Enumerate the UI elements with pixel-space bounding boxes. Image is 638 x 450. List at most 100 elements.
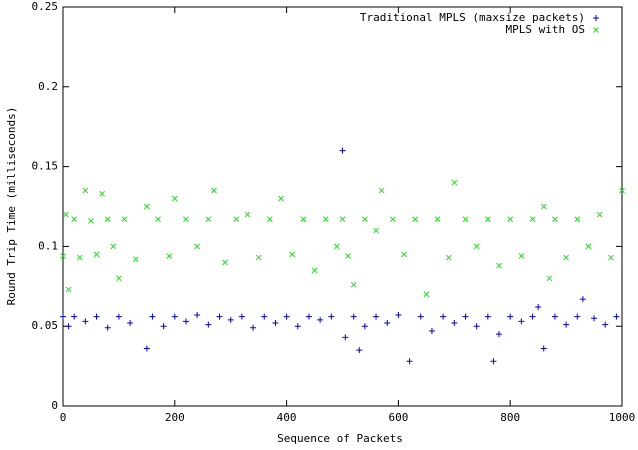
point	[322, 216, 329, 223]
point	[132, 256, 139, 263]
point	[406, 358, 413, 365]
point	[563, 254, 569, 261]
point	[194, 243, 201, 250]
y-axis-label: Round Trip Time (milliseconds)	[5, 107, 18, 306]
point	[82, 318, 89, 325]
point	[244, 211, 251, 218]
point	[60, 313, 66, 320]
point	[182, 318, 189, 325]
point	[412, 216, 419, 223]
point	[339, 216, 346, 223]
point	[602, 321, 609, 328]
point	[535, 304, 542, 311]
point	[518, 318, 525, 325]
point	[350, 281, 357, 288]
point	[99, 190, 105, 197]
point	[428, 327, 435, 334]
point	[328, 313, 335, 320]
point	[205, 321, 212, 328]
point	[378, 187, 385, 194]
point	[300, 216, 307, 223]
point	[65, 286, 72, 293]
legend-label: Traditional MPLS (maxsize packets)	[360, 11, 585, 24]
point	[305, 313, 312, 320]
point	[160, 323, 167, 330]
point	[462, 216, 469, 223]
point	[462, 313, 469, 320]
point	[473, 243, 480, 250]
point	[149, 313, 156, 320]
point	[60, 253, 66, 259]
point	[311, 267, 318, 274]
point	[183, 216, 189, 223]
point	[389, 216, 396, 223]
point	[440, 313, 447, 320]
x-tick-label: 600	[388, 411, 408, 424]
point	[401, 251, 407, 258]
point	[518, 253, 525, 259]
point	[529, 216, 536, 223]
point	[205, 216, 212, 223]
point	[373, 313, 380, 320]
point	[540, 203, 547, 210]
point	[194, 312, 201, 319]
point	[62, 211, 69, 218]
point	[216, 313, 223, 320]
point	[551, 313, 558, 320]
point	[104, 216, 111, 223]
point	[445, 254, 452, 261]
point	[143, 345, 150, 352]
point	[613, 313, 620, 320]
point	[82, 187, 89, 194]
point	[116, 275, 122, 282]
x-tick-label: 400	[277, 411, 297, 424]
x-axis-label: Sequence of Packets	[277, 432, 403, 445]
point	[278, 195, 284, 202]
point	[356, 347, 363, 354]
point	[110, 243, 117, 250]
point	[342, 334, 349, 341]
point	[339, 147, 346, 154]
point	[233, 216, 240, 223]
point	[395, 312, 402, 319]
point	[250, 324, 257, 331]
point	[71, 216, 78, 223]
point	[507, 313, 514, 320]
x-tick-label: 0	[60, 411, 67, 424]
point	[496, 262, 502, 269]
point	[222, 259, 228, 266]
point	[211, 187, 217, 194]
point	[574, 313, 581, 320]
point	[484, 313, 491, 320]
point	[266, 216, 273, 223]
point	[574, 216, 581, 223]
point	[596, 211, 603, 218]
point	[373, 227, 379, 234]
point	[166, 253, 173, 259]
legend-marker	[593, 27, 599, 33]
point	[490, 358, 497, 365]
point	[619, 187, 625, 194]
point	[121, 216, 128, 223]
point	[143, 203, 150, 210]
point	[384, 320, 391, 327]
point	[76, 254, 83, 261]
y-tick-label: 0.25	[32, 0, 59, 13]
point	[283, 313, 290, 320]
point	[261, 313, 268, 320]
y-tick-label: 0.15	[32, 160, 59, 173]
point	[540, 345, 547, 352]
point	[585, 243, 592, 250]
point	[317, 316, 324, 323]
point	[171, 313, 178, 320]
y-tick-label: 0.1	[38, 239, 58, 252]
point	[546, 275, 553, 282]
point	[115, 313, 122, 320]
point	[350, 313, 357, 320]
point	[294, 323, 301, 330]
point	[155, 216, 161, 223]
point	[361, 323, 368, 330]
plot-border	[62, 6, 623, 407]
point	[227, 316, 234, 323]
